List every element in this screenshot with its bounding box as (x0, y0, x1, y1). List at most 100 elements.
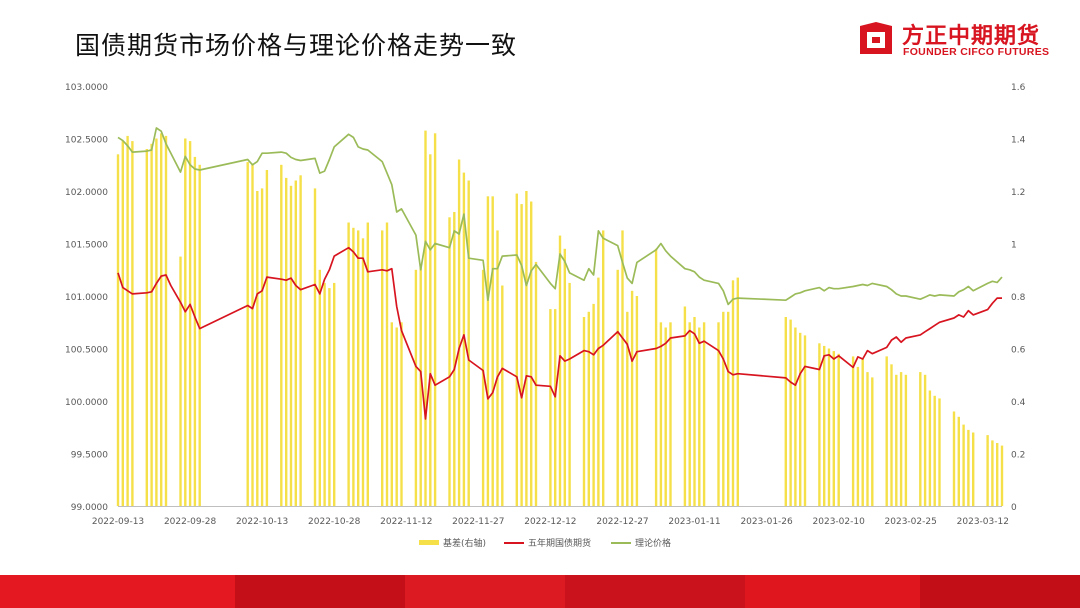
y-right-tick-label: 1 (1011, 241, 1017, 251)
x-tick-label: 2023-01-11 (668, 517, 720, 527)
basis-bar (698, 327, 701, 506)
basis-bar (1000, 445, 1004, 506)
x-tick-label: 2022-09-13 (92, 517, 144, 527)
y-right-tick-label: 1.4 (1011, 136, 1026, 146)
basis-bar (592, 303, 595, 506)
basis-bar (688, 322, 691, 507)
y-right-tick-label: 0.2 (1011, 451, 1025, 461)
basis-bar (568, 282, 571, 506)
basis-bar (299, 175, 302, 507)
basis-bar (198, 164, 201, 507)
futures-line (117, 246, 1002, 420)
basis-bar (861, 359, 864, 506)
basis-bar (818, 343, 821, 507)
basis-bar (890, 364, 893, 507)
basis-bar (938, 398, 941, 506)
basis-bar (967, 429, 970, 506)
basis-bar (702, 322, 706, 507)
basis-bar (126, 135, 129, 506)
basis-bar (587, 311, 590, 507)
basis-bar (294, 180, 297, 506)
y-right-tick-label: 0.8 (1011, 293, 1026, 303)
x-tick-label: 2023-02-25 (885, 517, 937, 527)
basis-bar (722, 311, 725, 507)
basis-bar (280, 164, 283, 507)
basis-bar (895, 374, 898, 507)
basis-bar (851, 356, 855, 506)
basis-bar (736, 277, 739, 506)
basis-bar (731, 280, 735, 507)
x-tick-label: 2022-09-28 (164, 517, 217, 527)
y-left-tick-label: 102.5000 (65, 136, 108, 146)
legend-swatch-basis (419, 540, 439, 545)
basis-bar (991, 440, 994, 506)
basis-bar (395, 327, 398, 506)
basis-bar (530, 201, 533, 506)
basis-bar (693, 317, 696, 506)
basis-bar (260, 188, 264, 506)
basis-bar (160, 133, 163, 507)
basis-bar (419, 264, 422, 506)
legend-label: 五年期国债期货 (528, 537, 591, 549)
basis-bar (996, 443, 999, 506)
basis-bar (486, 196, 490, 507)
legend-label: 理论价格 (635, 537, 671, 549)
basis-bar (717, 322, 720, 507)
brand-logo: 方正中期期货 FOUNDER CIFCO FUTURES (858, 18, 1058, 60)
x-tick-label: 2023-01-26 (740, 517, 793, 527)
basis-bar (621, 230, 624, 506)
basis-bar (866, 372, 869, 506)
basis-bar (433, 133, 437, 507)
basis-bar (558, 235, 562, 506)
y-axis-right: 0 0.2 0.4 0.6 0.8 1 1.2 1.4 1.6 (1011, 83, 1026, 513)
brand-name-cn: 方正中期期货 (902, 24, 1041, 49)
price-lines (117, 127, 1003, 420)
basis-bar (424, 130, 427, 506)
x-tick-label: 2022-10-13 (236, 517, 288, 527)
basis-bar (193, 156, 197, 506)
y-left-tick-label: 99.5000 (71, 451, 108, 461)
basis-bar (803, 335, 807, 506)
y-left-tick-label: 101.5000 (65, 241, 108, 251)
basis-bar (827, 348, 831, 506)
basis-bar (453, 212, 456, 506)
basis-bar (400, 322, 403, 507)
basis-bar (318, 269, 321, 507)
basis-bar (669, 322, 672, 507)
basis-bar (520, 204, 523, 506)
y-left-tick-label: 100.5000 (65, 346, 108, 356)
basis-bar (366, 222, 369, 506)
basis-bar (347, 222, 350, 506)
basis-bar (251, 164, 254, 507)
basis-bar (899, 372, 903, 506)
y-axis-left: 99.0000 99.5000 100.0000 100.5000 101.0000 10… (65, 83, 108, 513)
basis-bar (285, 177, 288, 506)
basis-bar (188, 141, 192, 506)
basis-bar (832, 351, 835, 506)
x-tick-label: 2022-12-12 (524, 517, 576, 527)
legend-label: 基差(右轴) (443, 537, 486, 549)
basis-bar (554, 309, 557, 506)
basis-bar (150, 143, 153, 507)
basis-bar (313, 188, 317, 506)
basis-bar (727, 311, 730, 507)
y-left-tick-label: 101.0000 (65, 293, 108, 303)
basis-bar (496, 230, 499, 506)
y-right-tick-label: 1.2 (1011, 188, 1025, 198)
basis-bar (563, 248, 566, 507)
basis-bar (837, 353, 840, 507)
basis-bar (972, 432, 975, 506)
basis-bar (616, 269, 619, 507)
basis-bar (121, 141, 124, 506)
basis-bar (962, 424, 965, 506)
page-title: 国债期货市场价格与理论价格走势一致 (75, 31, 518, 60)
basis-bar (385, 222, 389, 506)
basis-bar (923, 374, 927, 507)
basis-bar (683, 306, 687, 506)
basis-bar (501, 285, 504, 506)
basis-bar (784, 317, 787, 506)
basis-bar (361, 238, 365, 507)
basis-bar (885, 356, 888, 506)
basis-bar (323, 282, 326, 506)
basis-bar (414, 269, 418, 507)
